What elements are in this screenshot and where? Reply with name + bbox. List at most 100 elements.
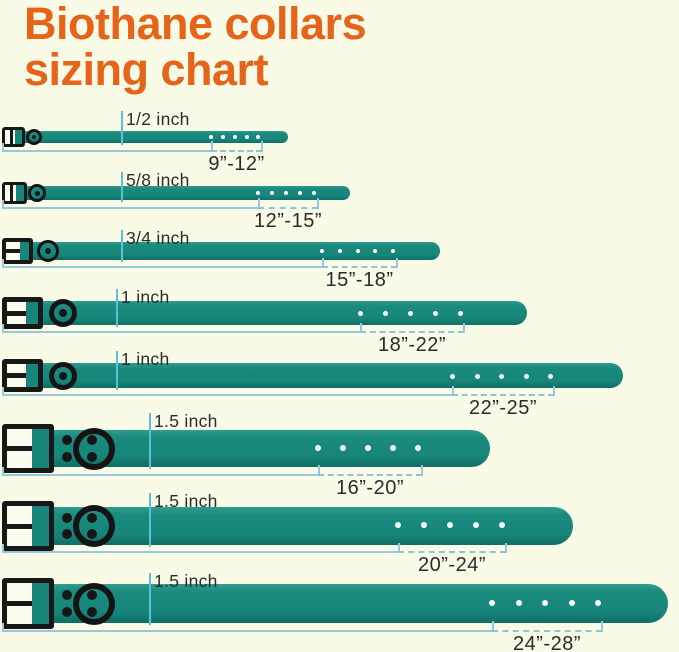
- strap-hole: [315, 445, 321, 451]
- width-label: 1 inch: [121, 287, 170, 307]
- strap-hole: [569, 600, 575, 606]
- measure-tick-last-hole: [553, 386, 555, 396]
- buckle-center-bar: [7, 601, 33, 606]
- rivet-icon: [87, 451, 97, 462]
- measure-line-dashed: [322, 266, 397, 268]
- size-range-label: 15”-18”: [325, 269, 394, 291]
- d-ring-icon: [49, 299, 77, 327]
- page-title: Biothane collars sizing chart: [24, 1, 367, 93]
- buckle-strap-band: [32, 583, 49, 624]
- strap-hole: [407, 310, 413, 316]
- width-measure-tick: [116, 351, 118, 390]
- measure-line-solid: [2, 266, 322, 268]
- strap-hole: [221, 135, 225, 139]
- collar-strap: [2, 363, 623, 388]
- strap-hole: [256, 135, 260, 139]
- strap-hole: [523, 373, 529, 379]
- strap-hole: [298, 191, 302, 195]
- measure-line-dashed: [258, 207, 318, 209]
- collar-strap: [2, 301, 527, 325]
- measure-line-dashed: [318, 474, 422, 476]
- rivet-icon: [62, 435, 72, 446]
- measure-tick-last-hole: [421, 465, 423, 476]
- strap-hole: [447, 522, 453, 528]
- buckle-pin-icon: [32, 135, 36, 139]
- width-label: 5/8 inch: [126, 170, 190, 190]
- d-ring-icon: [37, 240, 59, 262]
- buckle-frame-icon: [2, 424, 54, 473]
- measure-tick-left: [2, 324, 4, 332]
- buckle-strap-band: [25, 364, 38, 387]
- rivet-icon: [87, 529, 97, 540]
- width-label: 1.5 inch: [154, 571, 218, 591]
- measure-tick-left: [2, 143, 4, 151]
- buckle-strap-band: [19, 242, 29, 260]
- d-ring-icon: [28, 184, 46, 202]
- width-label: 1.5 inch: [154, 491, 218, 511]
- measure-line-dashed: [211, 150, 262, 152]
- measure-line-solid: [2, 551, 398, 553]
- measure-tick-first-hole: [360, 323, 362, 333]
- strap-hole: [391, 249, 395, 253]
- strap-hole: [256, 191, 260, 195]
- measure-tick-last-hole: [463, 323, 465, 333]
- measure-line-dashed: [492, 630, 602, 632]
- width-label: 1 inch: [121, 349, 170, 369]
- buckle-strap-band: [16, 185, 24, 201]
- strap-hole: [270, 191, 274, 195]
- strap-hole: [415, 445, 421, 451]
- strap-hole: [395, 522, 401, 528]
- strap-hole: [457, 310, 463, 316]
- buckle-frame-icon: [2, 501, 54, 551]
- strap-hole: [547, 373, 553, 379]
- buckle-frame-icon: [2, 578, 54, 629]
- buckle-frame-icon: [2, 238, 33, 264]
- strap-hole: [338, 249, 342, 253]
- width-measure-tick: [121, 172, 123, 202]
- measure-tick-first-hole: [398, 543, 400, 553]
- size-range-label: 16”-20”: [336, 477, 404, 499]
- buckle-center-bar: [6, 249, 20, 253]
- buckle-pin-icon: [59, 309, 67, 317]
- strap-hole: [245, 135, 249, 139]
- strap-hole: [499, 522, 505, 528]
- measure-line-solid: [2, 331, 360, 333]
- buckle-pin-icon: [45, 248, 51, 254]
- strap-hole: [542, 600, 548, 606]
- rivet-icon: [87, 512, 97, 523]
- rivet-icon: [62, 512, 72, 523]
- collar-strap: [2, 131, 288, 143]
- measure-line-solid: [2, 150, 211, 152]
- measure-tick-left: [2, 467, 4, 475]
- rivet-icon: [62, 589, 72, 600]
- measure-tick-left: [2, 259, 4, 267]
- strap-hole: [357, 310, 363, 316]
- buckle-center-bar: [9, 130, 13, 144]
- strap-hole: [312, 191, 316, 195]
- measure-tick-left: [2, 544, 4, 552]
- strap-hole: [209, 135, 213, 139]
- size-range-label: 18”-22”: [378, 334, 446, 356]
- size-range-label: 20”-24”: [418, 554, 486, 576]
- buckle-strap-band: [25, 302, 38, 324]
- buckle-frame-icon: [2, 127, 25, 147]
- collar-strap: [2, 242, 440, 260]
- buckle-center-bar: [7, 373, 26, 378]
- measure-tick-first-hole: [452, 386, 454, 396]
- d-ring-icon: [73, 505, 115, 547]
- rivet-icon: [62, 607, 72, 618]
- strap-hole: [390, 445, 396, 451]
- rivet-icon: [87, 589, 97, 600]
- measure-line-dashed: [398, 551, 506, 553]
- d-ring-icon: [73, 427, 115, 470]
- measure-tick-left: [2, 200, 4, 208]
- collar-strap: [2, 186, 350, 200]
- width-label: 1.5 inch: [154, 411, 218, 431]
- measure-line-dashed: [452, 394, 554, 396]
- buckle-center-bar: [7, 310, 26, 316]
- size-range-label: 12”-15”: [254, 210, 322, 232]
- measure-tick-first-hole: [318, 465, 320, 476]
- d-ring-icon: [73, 582, 115, 625]
- strap-hole: [421, 522, 427, 528]
